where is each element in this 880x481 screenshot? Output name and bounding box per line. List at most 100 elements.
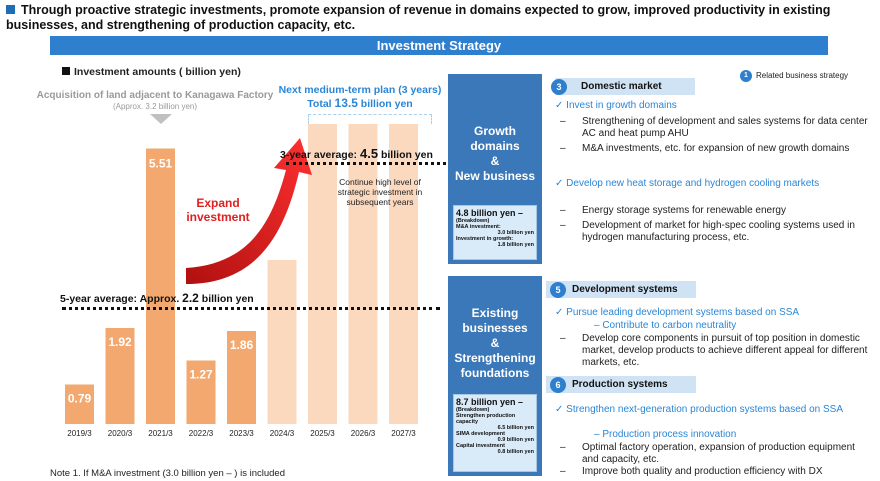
dash-item-text: Improve both quality and production effi… [582, 466, 823, 477]
check-icon: ✓ [555, 307, 564, 318]
expand-arrow-icon [186, 138, 312, 284]
avg5-label: 5-year average: Approx. 2.2 billion yen [60, 291, 254, 305]
plan-bracket [308, 114, 432, 124]
avg3-suffix: billion yen [378, 149, 433, 161]
dash-icon: – [560, 333, 566, 344]
check-icon: ✓ [555, 100, 564, 111]
bar-chart: 0.791.925.511.271.86 2019/3 2020/3 2021/3 2… [65, 124, 418, 438]
existing-label-line: Strengthening [454, 351, 536, 365]
continue-annotation: Continue high level of strategic investm… [337, 177, 423, 207]
section-header-development: Development systems [546, 281, 696, 298]
bar-value-label: 0.79 [68, 392, 92, 406]
avg5-dotted-line [62, 307, 440, 310]
avg5-prefix: 5-year average: Approx. [60, 293, 183, 305]
avg3-label: 3-year average: 4.5 billion yen [280, 146, 433, 161]
plan-total: Total 13.5 billion yen [270, 97, 450, 111]
bullet-square-icon [62, 67, 70, 75]
existing-label-line: Existing [471, 306, 519, 320]
dash-icon: – [560, 466, 566, 477]
avg3-value: 4.5 [359, 146, 379, 161]
breakdown-item: Investment in growth: 1.8 billion yen [454, 236, 536, 248]
breakdown-item: Capital investment 0.8 billion yen [454, 443, 536, 455]
existing-label-line: & [490, 336, 500, 350]
bar-2026/3 [348, 124, 378, 424]
growth-label-line: Growth [474, 124, 516, 138]
growth-total: 4.8 billion yen – [456, 208, 524, 218]
breakdown-item: M&A investment: 3.0 billion yen [454, 224, 536, 236]
growth-label-line: domains [470, 139, 520, 153]
avg5-value: 2.2 [182, 291, 199, 305]
check-icon: ✓ [555, 404, 564, 415]
bar-2019/3 [65, 384, 94, 424]
dash-item: – Strengthening of development and sales … [560, 116, 872, 140]
bar-2021/3 [146, 148, 175, 424]
number-badge-icon: 5 [550, 282, 566, 298]
labels-layer: 0.79 1.92 5.51 1.27 1.86 [68, 157, 254, 406]
x-tick-label: 2019/3 [67, 429, 92, 438]
related-strategy-label: Related business strategy [756, 71, 849, 81]
breakdown-item-value: 6.5 billion yen [497, 425, 534, 431]
growth-breakdown: 4.8 billion yen – (Breakdown) M&A invest… [453, 205, 537, 260]
bar-value-label: 1.27 [189, 368, 213, 382]
bar-2022/3 [186, 360, 216, 424]
headline-text: Through proactive strategic investments,… [6, 3, 831, 32]
chart-title: Investment amounts ( billion yen) [62, 66, 241, 78]
breakdown-item-name: Investment in growth: [456, 236, 514, 242]
bar-2020/3 [105, 328, 135, 424]
plan-annotation: Next medium-term plan (3 years) Total 13… [270, 84, 450, 111]
check-item: ✓ Strengthen next-generation production … [555, 404, 845, 416]
x-tick-label: 2020/3 [108, 429, 133, 438]
x-tick-label: 2027/3 [391, 429, 416, 438]
number-badge-icon: 3 [551, 79, 567, 95]
dash-icon: – [560, 442, 566, 453]
breakdown-item-value: 0.9 billion yen [497, 437, 534, 443]
dash-item: – M&A investments, etc. for expansion of … [560, 143, 872, 155]
dash-item: – Improve both quality and production eff… [560, 466, 872, 478]
plan-total-suffix: billion yen [357, 98, 413, 110]
check-item-text: Pursue leading development systems based… [566, 307, 800, 318]
avg3-dotted-line [286, 162, 446, 165]
breakdown-item-name: SIMA development [456, 431, 505, 437]
x-tick-label: 2023/3 [229, 429, 254, 438]
dash-item-text: Optimal factory operation, expansion of … [582, 442, 855, 465]
growth-label: Growth domains & New business [448, 124, 542, 184]
plan-total-prefix: Total [307, 98, 335, 110]
plan-line1: Next medium-term plan (3 years) [278, 84, 442, 96]
breakdown-item-value: 0.8 billion yen [497, 449, 534, 455]
banner: Investment Strategy [50, 36, 828, 55]
bar-2024/3 [267, 260, 297, 424]
dash-item-text: Strengthening of development and sales s… [582, 116, 868, 139]
dash-icon: – [560, 220, 566, 231]
breakdown-item-name: Strengthen production capacity [456, 413, 516, 425]
avg5-suffix: billion yen [198, 293, 254, 305]
dash-item-text: Develop core components in pursuit of to… [582, 333, 868, 368]
dash-item: – Development of market for high-spec coo… [560, 220, 872, 244]
breakdown-item-name: Capital investment [456, 443, 505, 449]
dash-icon: – [560, 116, 566, 127]
breakdown-item-value: 3.0 billion yen [497, 230, 534, 236]
check-item-text: Strengthen next-generation production sy… [566, 404, 844, 415]
existing-label: Existing businesses & Strengthening foun… [448, 306, 542, 381]
bullet-square-icon [6, 5, 15, 14]
ticks-layer: 2019/3 2020/3 2021/3 2022/3 2023/3 2024/3 2025… [67, 429, 416, 438]
breakdown-item-value: 1.8 billion yen [497, 242, 534, 248]
sub-item: – Contribute to carbon neutrality [594, 320, 737, 331]
avg3-prefix: 3-year average: [280, 149, 360, 161]
land-annotation-sub: (Approx. 3.2 billion yen) [112, 102, 198, 111]
x-tick-label: 2021/3 [148, 429, 173, 438]
dash-icon: – [560, 205, 566, 216]
breakdown-item: Strengthen production capacity 6.5 billio… [454, 413, 536, 431]
related-strategy-legend: 1 Related business strategy [740, 70, 848, 82]
x-tick-label: 2022/3 [189, 429, 214, 438]
existing-label-line: foundations [460, 366, 530, 380]
breakdown-title: (Breakdown) [456, 407, 490, 413]
dash-item-text: Development of market for high-spec cool… [582, 220, 855, 243]
breakdown-title: (Breakdown) [456, 218, 490, 224]
check-item-text: Develop new heat storage and hydrogen co… [566, 178, 820, 189]
dash-item: – Optimal factory operation, expansion of… [560, 442, 872, 466]
headline: Through proactive strategic investments,… [6, 3, 874, 33]
check-item: ✓ Develop new heat storage and hydrogen … [555, 178, 835, 190]
plan-total-value: 13.5 [334, 96, 358, 110]
existing-breakdown: 8.7 billion yen – (Breakdown) Strengthen… [453, 394, 537, 472]
check-item-text: Invest in growth domains [566, 100, 677, 111]
